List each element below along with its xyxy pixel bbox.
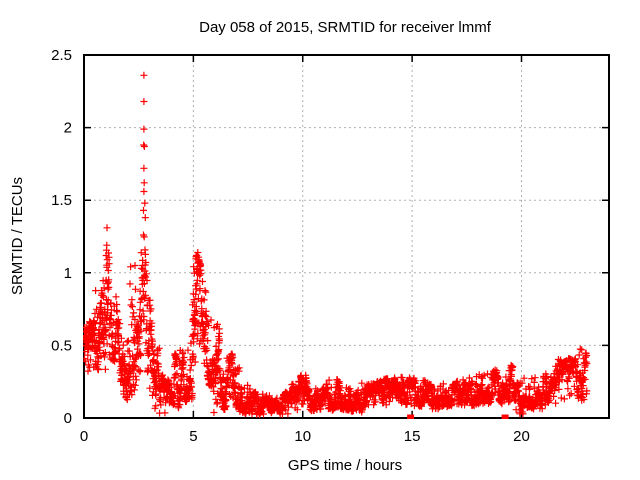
y-tick-labels: 0 0.5 1 1.5 2 2.5 <box>51 47 72 427</box>
svg-text:0: 0 <box>64 410 72 427</box>
gridlines <box>84 55 609 418</box>
svg-text:2: 2 <box>64 120 72 137</box>
x-axis-label: GPS time / hours <box>288 457 402 474</box>
x-tick-labels: 0 5 10 15 20 <box>80 428 530 445</box>
svg-text:1: 1 <box>64 265 72 282</box>
svg-text:1.5: 1.5 <box>51 192 72 209</box>
chart-title: Day 058 of 2015, SRMTID for receiver lmm… <box>199 19 492 36</box>
axis-ticks <box>83 54 609 419</box>
svg-text:0.5: 0.5 <box>51 337 72 354</box>
svg-text:20: 20 <box>513 428 530 445</box>
y-axis-label: SRMTID / TECUs <box>9 177 26 295</box>
data-points-plus-markers <box>83 71 591 419</box>
svg-text:2.5: 2.5 <box>51 47 72 64</box>
svg-text:5: 5 <box>189 428 197 445</box>
svg-text:10: 10 <box>294 428 311 445</box>
plot-border <box>83 54 610 419</box>
svg-text:15: 15 <box>404 428 421 445</box>
svg-text:0: 0 <box>80 428 88 445</box>
